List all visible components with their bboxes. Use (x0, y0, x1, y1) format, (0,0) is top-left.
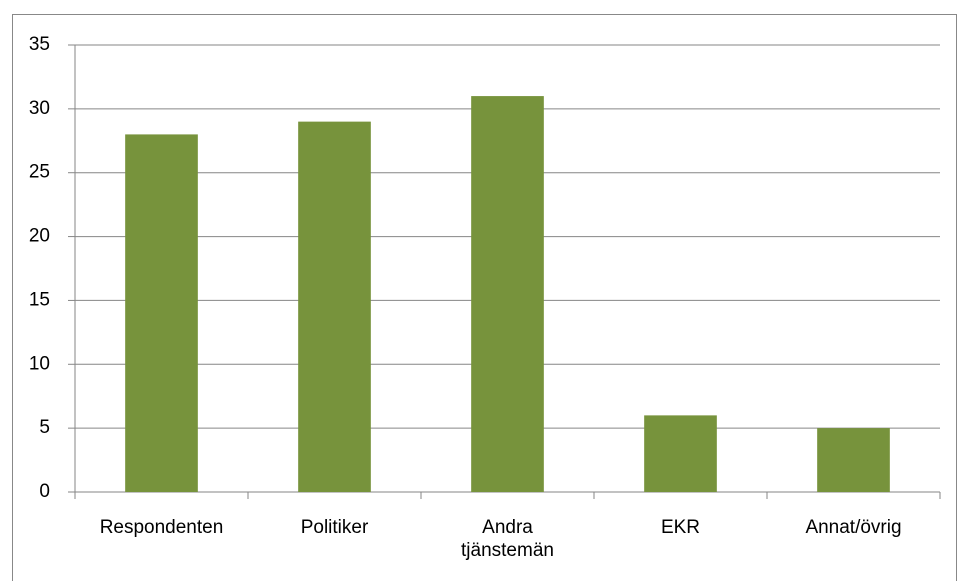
y-tick-label: 10 (29, 353, 50, 374)
y-tick-label: 35 (29, 34, 50, 55)
x-tick-label: Annat/övrig (805, 517, 902, 538)
bar (471, 96, 544, 492)
bar (298, 121, 371, 492)
x-tick-label: Politiker (300, 517, 369, 538)
x-tick-label: Andra tjänstemän (461, 517, 554, 561)
y-tick-label: 15 (29, 289, 50, 310)
y-tick-label: 20 (29, 226, 50, 247)
x-tick-label: Respondenten (99, 517, 224, 538)
x-tick-label: EKR (660, 517, 701, 538)
bar (817, 428, 890, 492)
bar (644, 415, 717, 492)
y-tick-label: 0 (39, 481, 50, 502)
y-tick-label: 5 (39, 417, 50, 438)
bar (125, 134, 198, 492)
y-tick-label: 30 (29, 98, 50, 119)
y-tick-label: 25 (29, 162, 50, 183)
